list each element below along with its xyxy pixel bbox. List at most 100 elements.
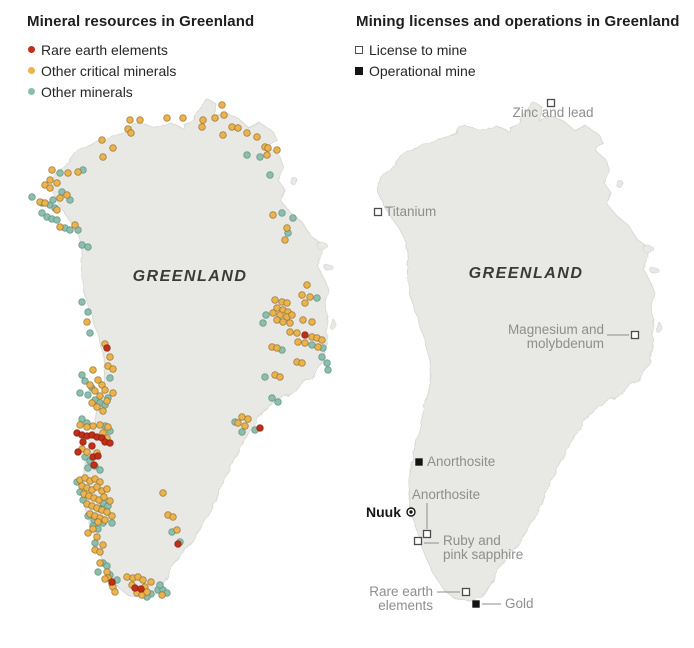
mineral-dot: [234, 419, 242, 427]
mineral-dot: [173, 526, 181, 534]
marker-anorthosite-mine: Anorthosite: [415, 454, 495, 469]
mineral-resources-map: GREENLAND: [28, 98, 337, 601]
marker-label: Ruby and: [443, 533, 501, 548]
license-square-icon: [461, 587, 471, 597]
mineral-dot: [314, 343, 322, 351]
mineral-dot: [78, 371, 86, 379]
mineral-dot: [288, 311, 296, 319]
mineral-dot: [53, 206, 61, 214]
mineral-dot: [283, 299, 291, 307]
mineral-dot: [63, 191, 71, 199]
island: [615, 180, 625, 188]
mineral-dot: [28, 193, 36, 201]
mineral-dot: [211, 114, 219, 122]
rare-earth-dot-icon: [28, 46, 35, 53]
mineral-dot: [93, 483, 101, 491]
mineral-dot: [108, 578, 116, 586]
mineral-dot: [308, 318, 316, 326]
mineral-dot: [38, 209, 46, 217]
mineral-dot: [84, 391, 92, 399]
legend-label: License to mine: [369, 41, 468, 58]
mineral-dot: [96, 421, 104, 429]
mineral-dot: [111, 588, 119, 596]
island: [289, 177, 299, 185]
mineral-dot: [318, 336, 326, 344]
island: [649, 266, 659, 274]
mineral-dot: [48, 166, 56, 174]
mineral-dot: [94, 452, 102, 460]
legend-label: Other critical minerals: [41, 62, 177, 79]
legend-label: Rare earth elements: [41, 41, 168, 58]
mineral-dot: [106, 374, 114, 382]
mineral-dot: [96, 466, 104, 474]
mineral-dot: [274, 398, 282, 406]
mineral-dot: [323, 359, 331, 367]
legend-label: Other minerals: [41, 83, 133, 100]
operational-square-icon: [415, 458, 423, 466]
mineral-dot: [86, 329, 94, 337]
mineral-dot: [199, 116, 207, 124]
mineral-dot: [298, 359, 306, 367]
mineral-dot: [228, 123, 236, 131]
mineral-dot: [96, 548, 104, 556]
mineral-dot: [109, 365, 117, 373]
city-marker-dot: [409, 510, 413, 514]
mineral-dot: [103, 397, 111, 405]
mineral-dot: [259, 319, 267, 327]
mineral-dot: [256, 153, 264, 161]
mineral-dot: [163, 114, 171, 122]
mineral-dot: [263, 151, 271, 159]
marker-label: molybdenum: [527, 336, 604, 351]
mineral-dot: [84, 529, 92, 537]
mineral-dot: [89, 366, 97, 374]
mineral-dot: [306, 293, 314, 301]
mineral-dot: [99, 153, 107, 161]
license-square-icon: [630, 330, 640, 340]
island: [655, 322, 663, 334]
mineral-dot: [147, 578, 155, 586]
mineral-dot: [56, 223, 64, 231]
mineral-dot: [96, 392, 104, 400]
mineral-dot: [103, 508, 111, 516]
mineral-dot: [84, 464, 92, 472]
mineral-dot: [104, 423, 112, 431]
mineral-dot: [261, 373, 269, 381]
mineral-dot: [143, 588, 151, 596]
island: [642, 244, 654, 254]
mineral-dot: [74, 448, 82, 456]
rare-earth-dots: [73, 331, 309, 593]
mineral-dot: [241, 422, 249, 430]
mineral-dot: [53, 216, 61, 224]
mineral-dot: [303, 281, 311, 289]
mineral-dot: [53, 179, 61, 187]
mineral-dot: [98, 136, 106, 144]
mineral-dot: [103, 344, 111, 352]
mineral-dot: [106, 497, 114, 505]
other-critical-dots: [36, 101, 326, 599]
marker-zinc-and-lead: Zinc and lead: [512, 98, 594, 120]
legend-item-operational-mine: Operational mine: [355, 60, 476, 81]
mineral-dot: [81, 377, 89, 385]
mineral-dot: [96, 559, 104, 567]
mineral-dot: [64, 169, 72, 177]
mineral-dot: [158, 591, 166, 599]
mineral-dot: [108, 512, 116, 520]
mineral-dot: [101, 386, 109, 394]
marker-nuuk: Nuuk: [366, 504, 416, 520]
marker-titanium: Titanium: [373, 204, 436, 219]
island: [316, 241, 328, 251]
mineral-dot: [136, 116, 144, 124]
marker-label: Anorthosite: [412, 487, 480, 502]
license-square-icon: [546, 98, 556, 108]
mineral-dot: [301, 299, 309, 307]
legend-item-rare-earth: Rare earth elements: [28, 39, 176, 60]
mineral-dot: [46, 176, 54, 184]
mineral-dot: [264, 144, 272, 152]
mineral-dot: [76, 389, 84, 397]
mineral-dot: [243, 151, 251, 159]
mineral-dot: [94, 518, 102, 526]
mineral-dot: [276, 373, 284, 381]
